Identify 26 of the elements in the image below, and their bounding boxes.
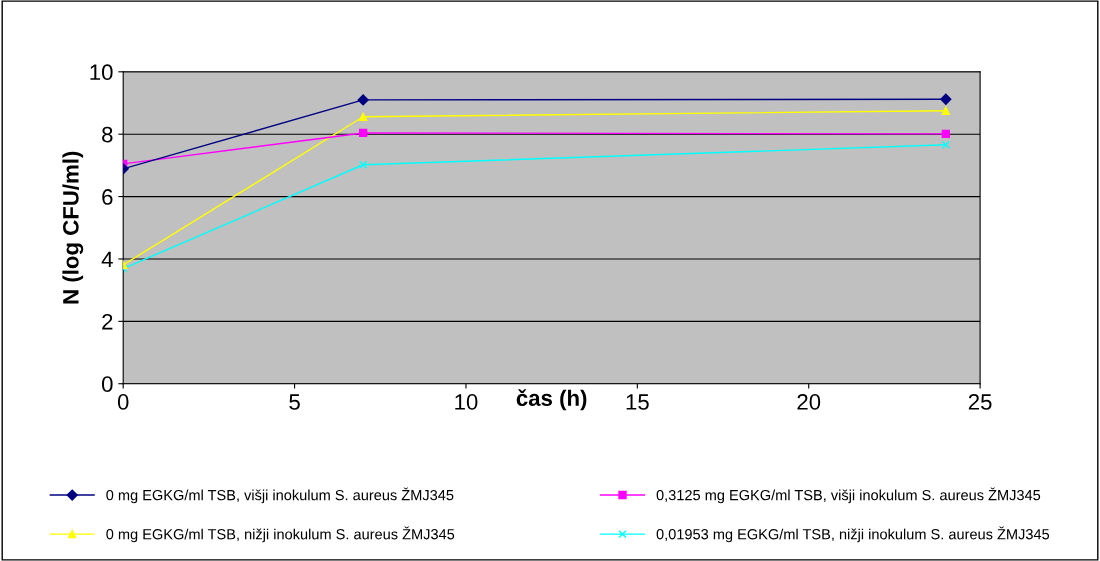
y-tick-label: 4 bbox=[101, 251, 113, 268]
y-tick-label: 6 bbox=[102, 189, 113, 205]
x-tick-label: 0 bbox=[117, 394, 129, 410]
x-tick-label: 10 bbox=[455, 394, 478, 410]
x-tick-label: 20 bbox=[797, 394, 821, 410]
point bbox=[941, 129, 950, 139]
x-tick-label: 15 bbox=[626, 394, 649, 410]
y-tick-label: 10 bbox=[90, 64, 113, 81]
legend-label: 0 mg EGKG/ml TSB, nižji inokulum S. aureus ŽMJ345 bbox=[106, 526, 455, 543]
point bbox=[358, 160, 368, 169]
point bbox=[941, 140, 950, 149]
x-axis-title: čas (h) bbox=[516, 389, 587, 411]
y-tick-label: 0 bbox=[101, 376, 113, 392]
y-tick-label: 2 bbox=[102, 313, 113, 330]
y-axis-title: N (log CFU/ml) bbox=[62, 151, 84, 304]
legend-label: 0,01953 mg EGKG/ml TSB, nižji inokulum S. aureus ŽMJ345 bbox=[656, 526, 1050, 543]
x-tick-label: 5 bbox=[289, 394, 300, 410]
legend-label: 0,3125 mg EGKG/ml TSB, višji inokulum S. aureus ŽMJ345 bbox=[656, 487, 1041, 504]
legend-label: 0 mg EGKG/ml TSB, višji inokulum S. aureus ŽMJ345 bbox=[106, 487, 454, 504]
point bbox=[357, 94, 369, 106]
y-tick-label: 8 bbox=[102, 126, 113, 143]
point bbox=[940, 93, 952, 105]
point bbox=[358, 128, 368, 138]
x-tick-label: 25 bbox=[968, 394, 992, 410]
point bbox=[941, 106, 950, 115]
point bbox=[358, 112, 368, 121]
